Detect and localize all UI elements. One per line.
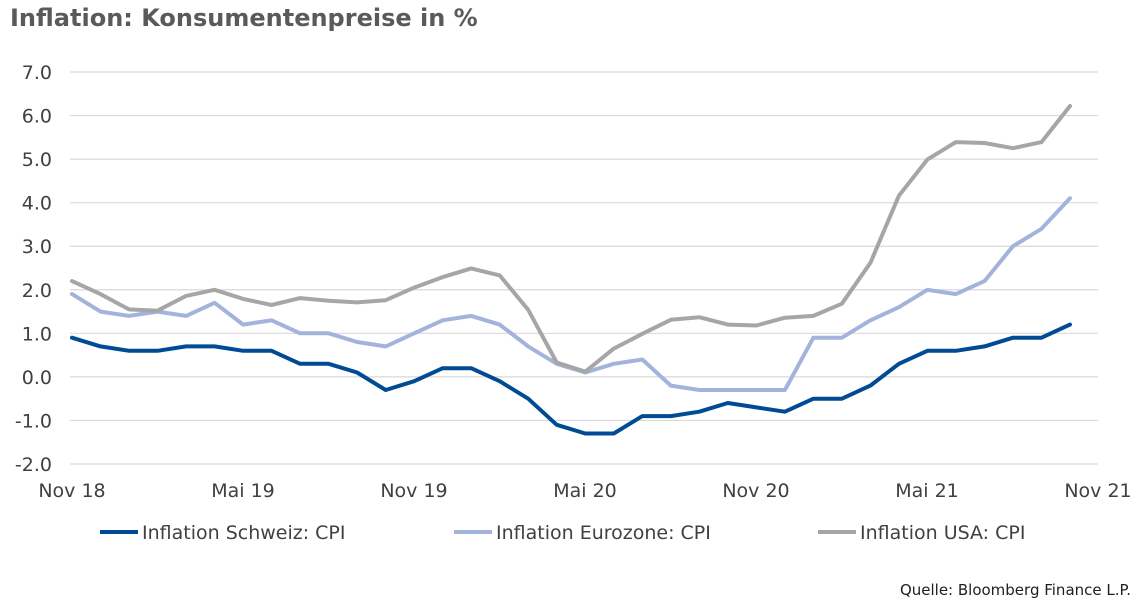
x-tick-label: Nov 18 bbox=[38, 480, 105, 502]
x-axis-tick-labels: Nov 18 Mai 19 Nov 19 Mai 20 Nov 20 Mai 21 Nov … bbox=[38, 480, 1131, 502]
y-tick-label: 2.0 bbox=[22, 280, 52, 302]
y-axis-tick-labels: 7.0 6.0 5.0 4.0 3.0 2.0 1.0 0.0 -1.0 -2.0 bbox=[15, 62, 52, 476]
source-note: Quelle: Bloomberg Finance L.P. bbox=[899, 581, 1131, 599]
legend-item: Inflation Eurozone: CPI bbox=[454, 522, 711, 544]
y-tick-label: -1.0 bbox=[15, 410, 52, 432]
y-tick-label: 6.0 bbox=[22, 106, 52, 128]
legend-item: Inflation Schweiz: CPI bbox=[100, 522, 346, 544]
gridlines bbox=[70, 71, 1098, 465]
legend-label: Inflation USA: CPI bbox=[860, 522, 1025, 544]
x-tick-label: Nov 19 bbox=[380, 480, 447, 502]
chart-title: Inflation: Konsumentenpreise in % bbox=[10, 4, 478, 32]
x-tick-label: Mai 19 bbox=[211, 480, 275, 502]
series-lines bbox=[70, 104, 1072, 436]
y-tick-label: 7.0 bbox=[22, 62, 52, 84]
x-tick-label: Mai 20 bbox=[553, 480, 617, 502]
y-tick-label: -2.0 bbox=[15, 454, 52, 476]
series-line-3 bbox=[70, 104, 1072, 374]
y-tick-label: 1.0 bbox=[22, 323, 52, 345]
legend-label: Inflation Eurozone: CPI bbox=[496, 522, 711, 544]
y-tick-label: 5.0 bbox=[22, 149, 52, 171]
y-tick-label: 4.0 bbox=[22, 193, 52, 215]
legend-item: Inflation USA: CPI bbox=[818, 522, 1025, 544]
x-tick-label: Mai 21 bbox=[895, 480, 959, 502]
legend: Inflation Schweiz: CPI Inflation Eurozone… bbox=[100, 522, 1025, 544]
y-tick-label: 0.0 bbox=[22, 367, 52, 389]
y-tick-label: 3.0 bbox=[22, 236, 52, 258]
x-tick-label: Nov 20 bbox=[722, 480, 789, 502]
series-line-1 bbox=[70, 322, 1072, 436]
x-tick-label: Nov 21 bbox=[1064, 480, 1131, 502]
legend-label: Inflation Schweiz: CPI bbox=[142, 522, 346, 544]
